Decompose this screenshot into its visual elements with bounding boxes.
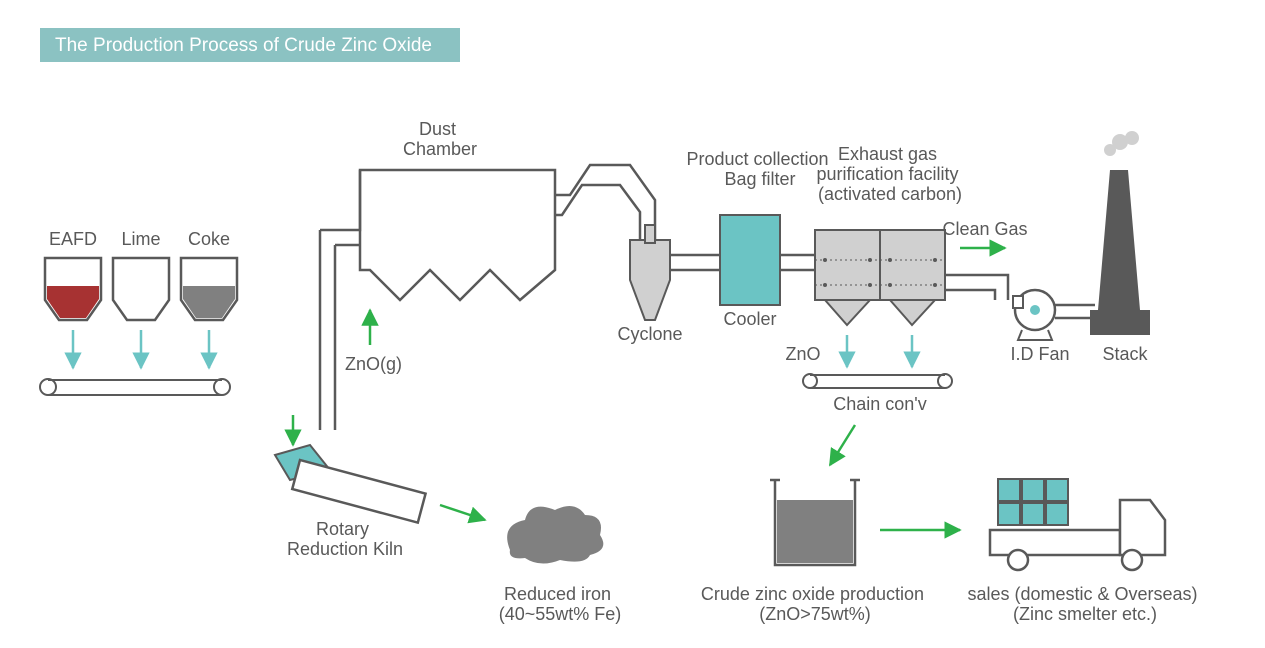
svg-text:Coke: Coke — [188, 229, 230, 249]
exhaust-purification — [815, 230, 945, 325]
svg-text:Chain con'v: Chain con'v — [833, 394, 927, 414]
chain-conveyor: Chain con'v — [803, 374, 952, 414]
cyclone: Cyclone — [617, 225, 682, 344]
svg-text:Reduced iron (40~55wt% Fe): Reduced iron (40~55wt% Fe) — [499, 584, 622, 624]
svg-text:Lime: Lime — [121, 229, 160, 249]
hopper-coke: Coke — [181, 229, 237, 368]
svg-text:Rotary Reduction Kiln: Rotary Reduction Kiln — [287, 519, 403, 559]
exhaust-label: Exhaust gas purification facility (activ… — [816, 144, 963, 204]
cooler: Cooler — [720, 215, 780, 329]
product-collection-label: Product collection Bag filter — [686, 149, 833, 189]
svg-text:Cooler: Cooler — [723, 309, 776, 329]
dust-chamber-label: Dust Chamber — [403, 119, 477, 159]
svg-text:EAFD: EAFD — [49, 229, 97, 249]
arrow-to-beaker — [830, 425, 855, 465]
rotary-kiln: Rotary Reduction Kiln — [275, 445, 426, 559]
svg-text:Crude zinc oxide production: Crude zinc oxide production (ZnO>75wt%) — [701, 584, 929, 624]
svg-text:Cyclone: Cyclone — [617, 324, 682, 344]
dust-chamber: Dust Chamber — [360, 119, 555, 300]
title-text: The Production Process of Crude Zinc Oxi… — [55, 35, 432, 56]
conveyor-hoppers — [40, 379, 230, 395]
hopper-lime: Lime — [113, 229, 169, 368]
svg-text:Stack: Stack — [1102, 344, 1148, 364]
arrow-to-reduced-iron — [440, 505, 485, 520]
svg-text:sales (domestic & Overseas): sales (domestic & Overseas) (Zinc smelte… — [967, 584, 1202, 624]
reduced-iron: Reduced iron (40~55wt% Fe) — [499, 506, 622, 624]
zno-label: ZnO — [785, 344, 820, 364]
zno-g-label: ZnO(g) — [345, 354, 402, 374]
crude-production: Crude zinc oxide production (ZnO>75wt%) — [701, 480, 929, 624]
pipe-dust-to-kiln — [320, 170, 360, 430]
svg-text:I.D Fan: I.D Fan — [1010, 344, 1069, 364]
truck: sales (domestic & Overseas) (Zinc smelte… — [967, 479, 1202, 624]
pipe-over-top — [555, 165, 655, 240]
stack: Stack — [1090, 131, 1150, 364]
hopper-eafd: EAFD — [45, 229, 101, 368]
clean-gas-label: Clean Gas — [942, 219, 1027, 239]
id-fan: I.D Fan — [1010, 290, 1069, 364]
